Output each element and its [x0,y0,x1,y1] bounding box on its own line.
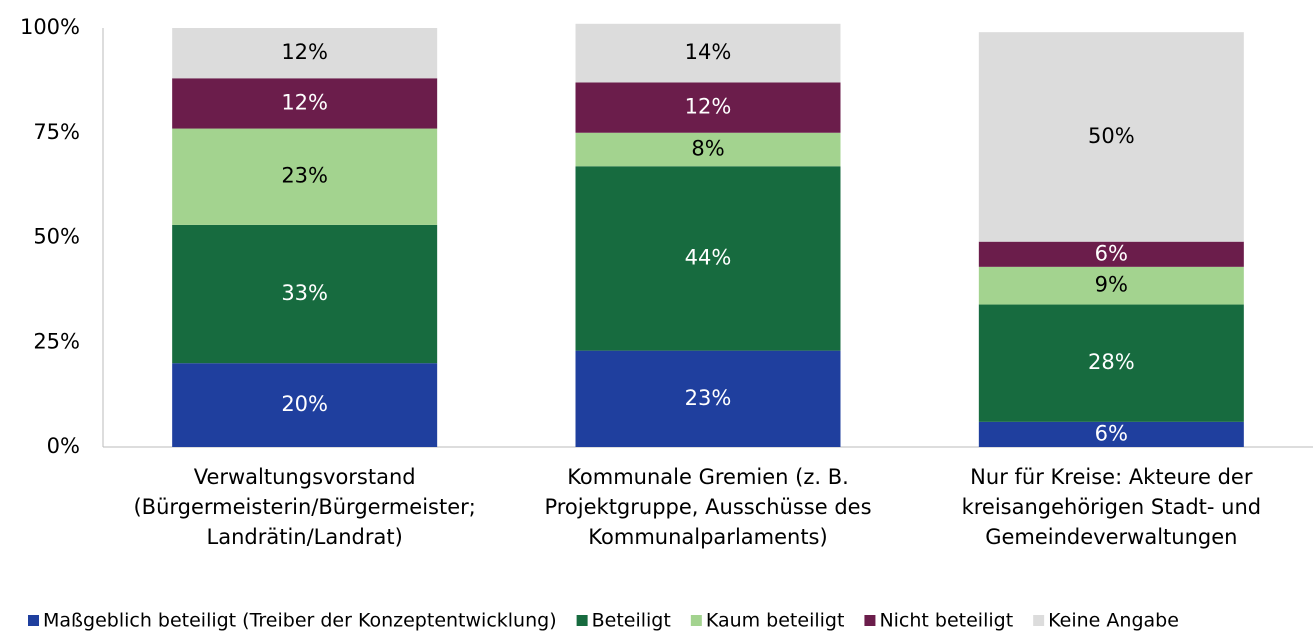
data-label: 6% [1095,421,1128,445]
legend-label: Kaum beteiligt [706,610,845,632]
bar-segment [575,23,841,83]
x-tick-label: Kommunale Gremien (z. B. Projektgruppe, A… [544,465,871,549]
x-tick-label-line: kreisangehörigen Stadt- und [962,495,1262,519]
data-label: 23% [281,164,328,188]
bar-segment [978,421,1244,447]
data-label: 12% [281,40,328,64]
data-label: 9% [1095,273,1128,297]
data-label: 14% [685,40,732,64]
data-label: 23% [685,386,732,410]
legend-label: Beteiligt [592,610,671,632]
x-tick-label-line: Nur für Kreise: Akteure der [970,465,1253,489]
x-tick-label-line: Verwaltungsvorstand [194,465,416,489]
data-label: 12% [281,90,328,114]
x-tick-label: Nur für Kreise: Akteure der kreisangehöri… [962,465,1262,549]
y-tick-label: 100% [20,15,80,39]
bar-segment [978,266,1244,305]
bar-segment [575,132,841,167]
legend-label: Keine Angabe [1048,610,1179,632]
x-tick-label-line: Gemeindeverwaltungen [985,525,1237,549]
data-label: 20% [281,392,328,416]
data-label: 8% [691,137,724,161]
y-tick-label: 25% [33,329,80,353]
bar-segment [575,350,841,447]
data-label: 50% [1088,124,1135,148]
bar-segment [172,363,438,447]
legend-swatch [28,615,39,626]
x-tick-label: Verwaltungsvorstand (Bürgermeisterin/Bürg… [133,465,475,549]
x-tick-label-line: (Bürgermeisterin/Bürgermeister; [133,495,475,519]
legend-label: Nicht beteiligt [879,610,1013,632]
legend-swatch [864,615,876,626]
bar-segment [575,166,841,351]
data-label: 12% [685,95,732,119]
x-tick-label-line: Kommunale Gremien (z. B. [567,465,849,489]
data-label: 33% [281,281,328,305]
bar-segment [172,128,438,225]
data-label: 6% [1095,241,1128,265]
bar-segment [172,224,438,364]
data-label: 44% [685,245,732,269]
bar-segment [172,78,438,129]
x-tick-label-line: Projektgruppe, Ausschüsse des [544,495,871,519]
x-tick-label-line: Kommunalparlaments) [588,525,827,549]
bar-segment [978,304,1244,422]
bar-segment [575,82,841,133]
bar-segment [172,28,438,79]
y-tick-label: 50% [33,225,80,249]
legend-swatch [1033,615,1045,626]
y-tick-label: 0% [47,434,80,458]
legend-label: Maßgeblich beteiligt (Treiber der Konzep… [43,610,557,632]
data-label: 28% [1088,350,1135,374]
x-tick-label-line: Landrätin/Landrat) [207,525,403,549]
legend-swatch [690,615,702,626]
y-tick-label: 75% [33,120,80,144]
bar-segment [978,241,1244,267]
legend-swatch [576,615,588,626]
bar-segment [978,32,1244,242]
